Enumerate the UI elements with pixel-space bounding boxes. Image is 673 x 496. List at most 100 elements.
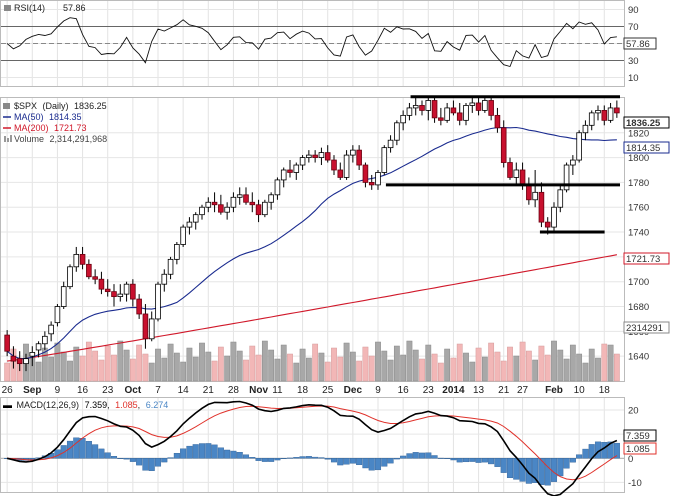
price-tick-label: 1680 (628, 302, 649, 313)
candle-body (337, 169, 344, 178)
macd-histogram-bar (525, 458, 532, 484)
candle-body (375, 172, 381, 186)
price-symbol: $SPX (14, 101, 37, 111)
volume-bar (111, 354, 117, 382)
candle-body (519, 169, 526, 186)
candle-body (614, 107, 620, 114)
macd-histogram-bar (117, 458, 124, 459)
macd-histogram-bar (400, 455, 407, 459)
rsi-legend: RSI(14) 57.86 (4, 3, 86, 13)
macd-tag-value: 7.359 (626, 431, 650, 442)
macd-histogram-bar (469, 458, 476, 462)
candle-body (438, 117, 444, 121)
macd-histogram-bar (462, 458, 470, 463)
macd-histogram-bar (198, 443, 206, 459)
macd-histogram-bar (532, 458, 539, 483)
macd-histogram-bar (180, 448, 187, 459)
volume-bar (475, 347, 482, 382)
volume-bar (186, 347, 193, 382)
candle-body (557, 189, 564, 208)
macd-histogram-bar (582, 448, 589, 459)
volume-bar (142, 353, 149, 382)
volume-bar (161, 357, 168, 382)
candle-body (167, 258, 174, 275)
volume-bar (538, 345, 545, 382)
volume-bar (444, 348, 451, 382)
candle-body (86, 263, 92, 278)
candle-body (456, 112, 463, 121)
macd-histogram-bar (230, 450, 237, 459)
candlesticks (4, 95, 620, 372)
candle-body (98, 278, 105, 290)
volume-bar (54, 342, 61, 382)
candle-body (601, 110, 608, 121)
candle-body (280, 169, 287, 181)
macd-histogram-bar (387, 458, 394, 464)
volume-bar (557, 349, 564, 382)
candle-body (192, 214, 199, 223)
macd-histogram-bar (324, 458, 331, 460)
date-tick-label: Feb (545, 385, 563, 396)
candle-body (211, 201, 218, 206)
macd-histogram-bar (613, 442, 620, 459)
macd-histogram-bar (343, 458, 350, 465)
macd-histogram-bar (173, 452, 180, 459)
candle-body (588, 112, 595, 126)
volume-bar (243, 359, 249, 382)
price-tick-label: 1780 (628, 178, 649, 189)
volume-bar (104, 345, 111, 382)
date-tick-label: 28 (228, 385, 240, 396)
volume-bar (607, 344, 614, 382)
signal-tag: 1.085 (623, 442, 657, 455)
macd-histogram-bar (544, 458, 551, 486)
volume-bar (67, 360, 73, 382)
candle-body (507, 162, 513, 178)
volume-bar (343, 342, 350, 382)
candle-body (54, 306, 61, 324)
svg-text:$SPX (Daily) 1836.: $SPX (Daily) 1836.25 (14, 101, 107, 111)
date-tick-label: 16 (77, 385, 89, 396)
macd-histogram-bar (513, 458, 520, 480)
macd-histogram-bar (374, 458, 382, 471)
volume-bar (456, 343, 463, 382)
candle-body (450, 107, 457, 114)
macd-histogram-bar (268, 458, 275, 462)
candle-body (412, 105, 419, 109)
macd-histogram-bar (431, 455, 438, 459)
volume-bar (406, 340, 413, 382)
candle-body (356, 149, 362, 166)
candle-body (595, 110, 601, 114)
macd-histogram-bar (299, 456, 306, 459)
rsi-legend-value: 57.86 (63, 3, 86, 13)
macd-histogram-bar (362, 458, 369, 469)
volume-bar (217, 346, 224, 382)
price-tick-label: 1640 (628, 352, 649, 363)
candle-body (60, 286, 67, 307)
candle-body (130, 283, 136, 300)
volume-bar (73, 346, 80, 382)
volume-bar (412, 349, 419, 382)
volume-bar (387, 359, 394, 382)
candle-body (180, 226, 186, 245)
volume-bar (293, 362, 300, 382)
date-tick-label: Oct (125, 385, 142, 396)
svg-text:MA(50) 1814.35: MA(50) 1814.35 (14, 112, 82, 122)
volume-bar (519, 341, 526, 382)
volume-bar (60, 351, 67, 382)
svg-text:▬ MACD(12,26,9) 7.: ▬ MACD(12,26,9) 7.359, 1.085, 6.274 (3, 400, 168, 410)
date-tick-label: 16 (398, 385, 410, 396)
macd-histogram-bar (557, 458, 564, 477)
candle-body (268, 194, 274, 203)
macd-histogram-bar (255, 458, 262, 461)
candle-body (532, 191, 538, 201)
price-tick-label: 1700 (628, 277, 649, 288)
macd-histogram-bar (274, 458, 281, 461)
macd-histogram-bar (242, 454, 250, 459)
volume-bar (255, 354, 262, 382)
volume-bar (601, 343, 608, 382)
candle-body (299, 157, 306, 166)
candle-body (419, 105, 425, 111)
candle-body (73, 253, 80, 268)
volume-bar (356, 360, 363, 382)
volume-bar (400, 354, 407, 382)
